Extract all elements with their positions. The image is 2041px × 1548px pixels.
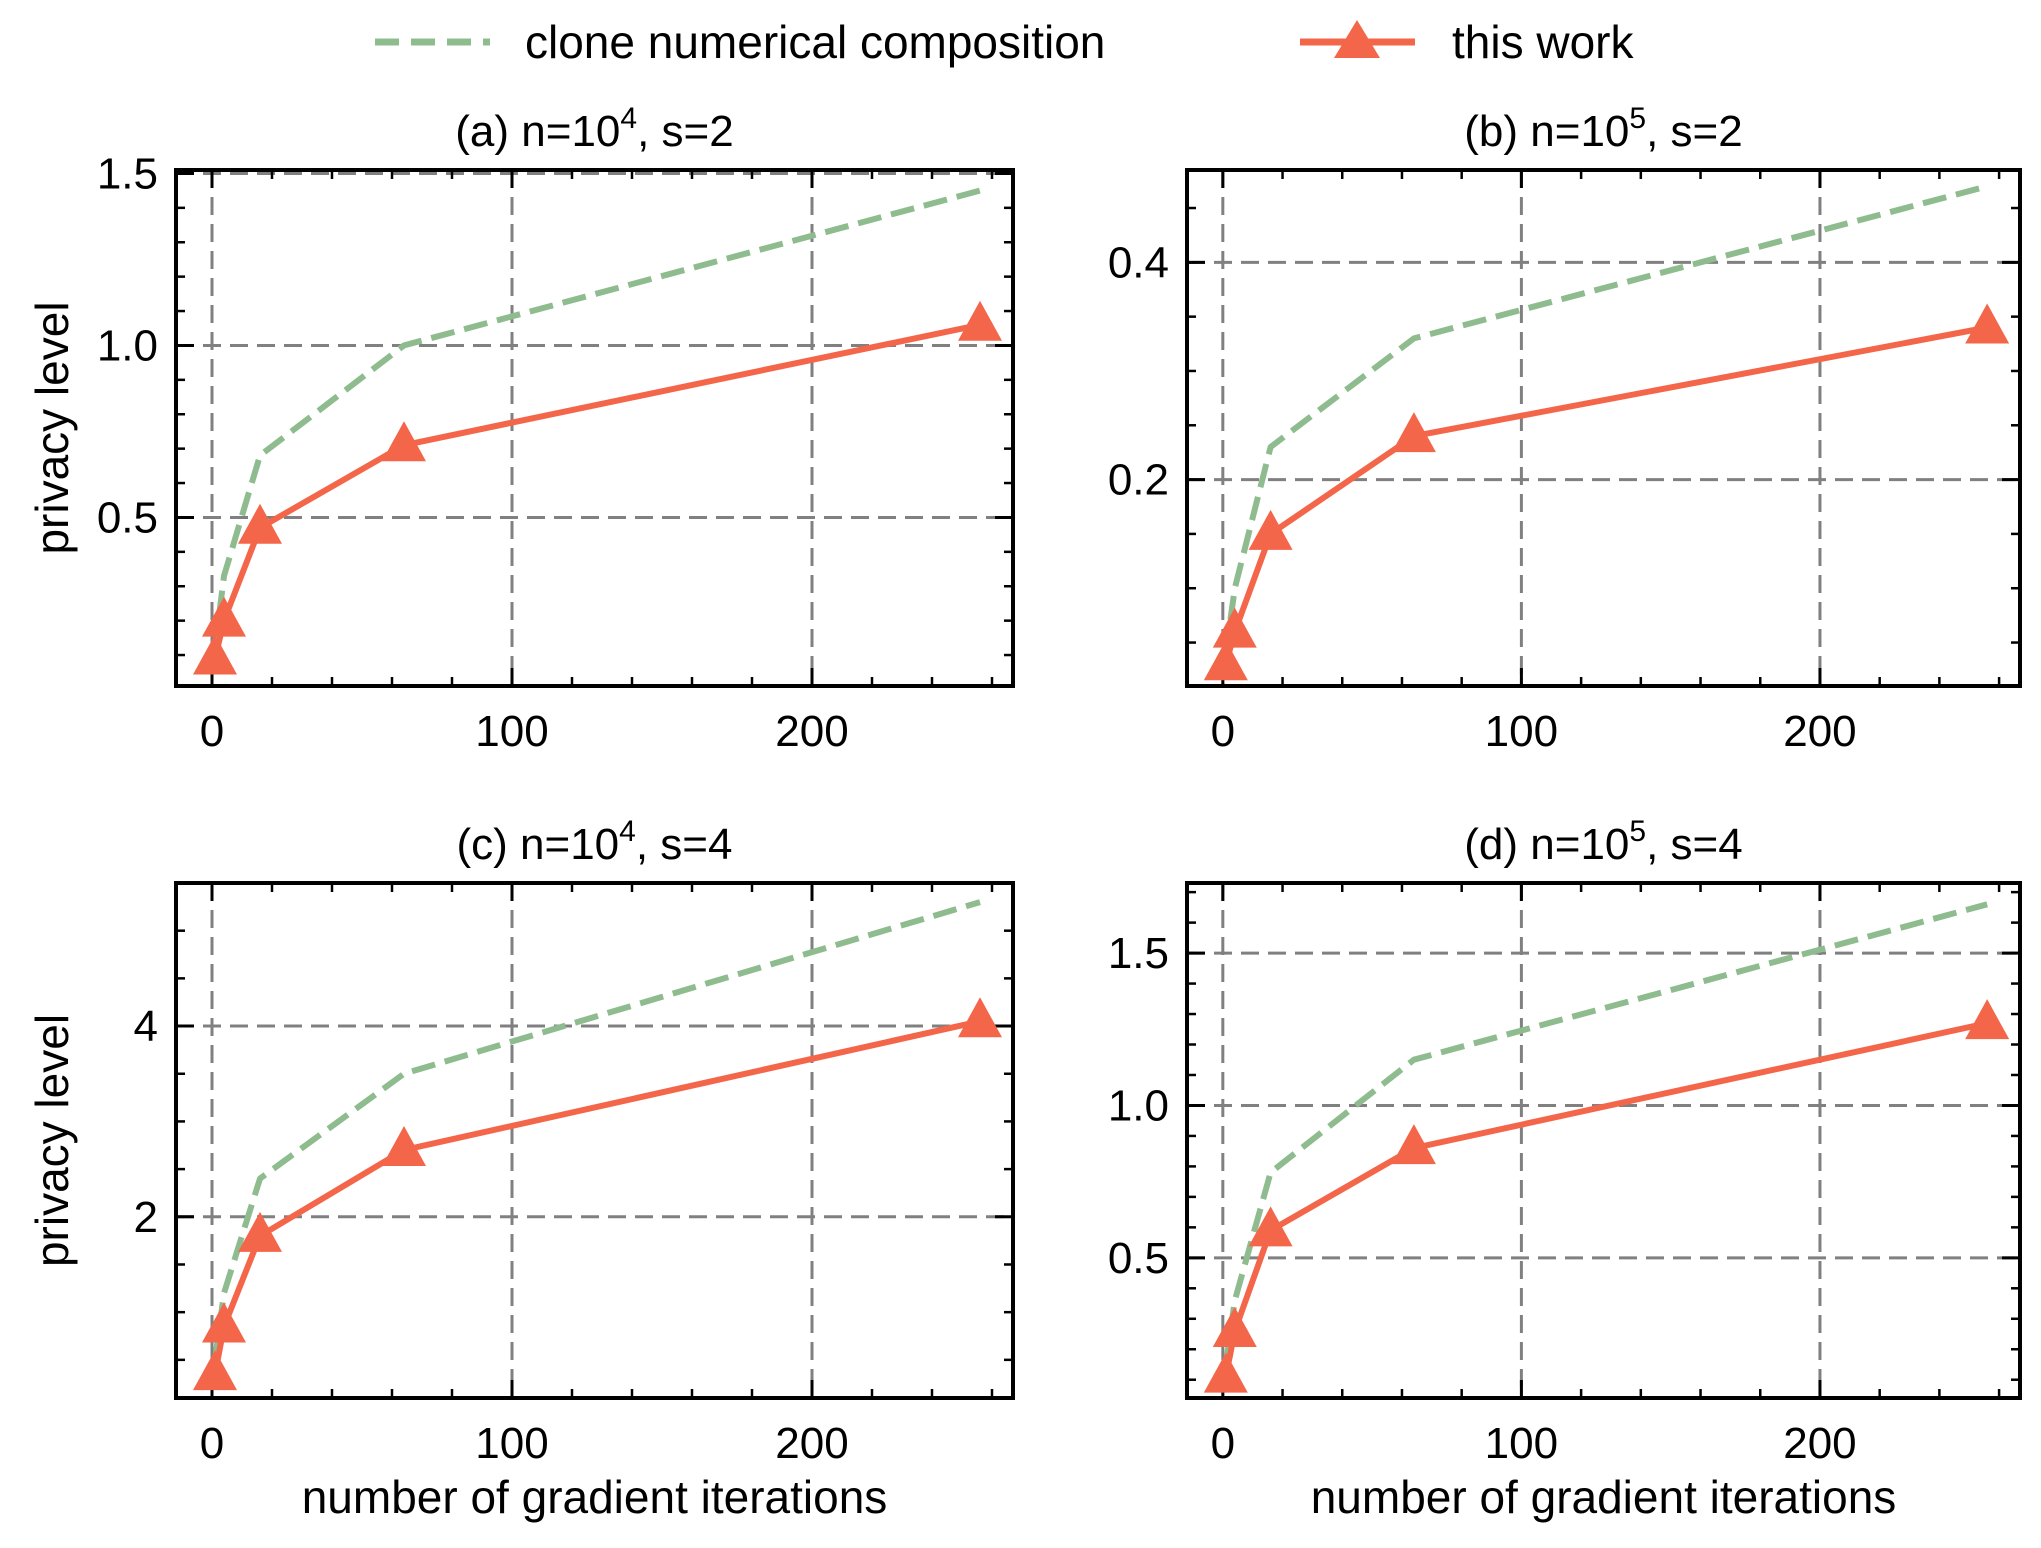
this-work-marker bbox=[1391, 412, 1436, 453]
this-work-marker bbox=[1965, 303, 2010, 344]
series-line-this-work bbox=[1222, 1020, 1988, 1378]
y-tick-label: 2 bbox=[134, 1193, 158, 1242]
series-line-clone bbox=[212, 187, 981, 649]
x-tick-label: 0 bbox=[1211, 707, 1235, 756]
this-work-marker bbox=[1203, 1352, 1248, 1393]
x-tick-label: 100 bbox=[1485, 707, 1558, 756]
this-work-marker bbox=[1965, 999, 2010, 1040]
this-work-marker bbox=[1203, 640, 1248, 681]
panel-title: (b) n=105, s=2 bbox=[1464, 102, 1742, 156]
this-work-marker bbox=[1212, 607, 1257, 648]
legend-this-work-label: this work bbox=[1452, 16, 1634, 68]
this-work-marker bbox=[1248, 509, 1293, 550]
y-axis-label: privacy level bbox=[26, 1014, 78, 1267]
x-tick-label: 100 bbox=[1485, 1419, 1558, 1468]
y-tick-label: 1.0 bbox=[1108, 1081, 1169, 1130]
panel-title: (d) n=105, s=4 bbox=[1464, 815, 1742, 869]
this-work-marker bbox=[1248, 1206, 1293, 1247]
panel-title: (a) n=104, s=2 bbox=[455, 102, 733, 156]
x-tick-label: 0 bbox=[200, 1419, 224, 1468]
plot-frame bbox=[1185, 881, 2022, 1400]
plot-frame bbox=[174, 168, 1015, 688]
y-tick-label: 1.0 bbox=[97, 321, 158, 370]
x-tick-label: 100 bbox=[475, 707, 548, 756]
this-work-marker bbox=[958, 300, 1002, 341]
this-work-marker bbox=[202, 596, 246, 637]
this-work-marker bbox=[193, 1350, 237, 1391]
series-line-clone bbox=[212, 899, 981, 1361]
y-tick-label: 0.2 bbox=[1108, 456, 1169, 505]
y-tick-label: 1.5 bbox=[97, 149, 158, 198]
this-work-marker bbox=[1391, 1124, 1436, 1165]
legend-clone-label: clone numerical composition bbox=[525, 16, 1105, 68]
x-tick-label: 200 bbox=[1783, 707, 1856, 756]
this-work-marker bbox=[382, 421, 426, 462]
y-tick-label: 0.4 bbox=[1108, 238, 1169, 287]
panel-0: 0.5 1.0 1.5 0 100 200 (a) n=104, s=2 privacy le… bbox=[26, 102, 1015, 756]
panel-1: 0.2 0.4 0 100 200 (b) n=105, s=2 bbox=[1108, 102, 2022, 756]
this-work-marker bbox=[238, 503, 282, 544]
x-tick-label: 0 bbox=[1211, 1419, 1235, 1468]
legend-this-work-marker bbox=[1334, 20, 1380, 58]
series-line-clone bbox=[1222, 901, 1988, 1365]
series-line-this-work bbox=[212, 321, 981, 660]
this-work-marker bbox=[238, 1211, 282, 1252]
y-tick-label: 0.5 bbox=[97, 493, 158, 542]
panel-3: 0.5 1.0 1.5 0 100 200 (d) n=105, s=4 number of … bbox=[1108, 815, 2022, 1523]
x-tick-label: 200 bbox=[775, 707, 848, 756]
x-tick-label: 200 bbox=[1783, 1419, 1856, 1468]
this-work-marker bbox=[202, 1302, 246, 1343]
plot-frame bbox=[1185, 168, 2022, 688]
x-axis-label: number of gradient iterations bbox=[302, 1471, 888, 1523]
series-line-this-work bbox=[1222, 324, 1988, 666]
panel-title: (c) n=104, s=4 bbox=[457, 815, 733, 869]
this-work-marker bbox=[1212, 1306, 1257, 1347]
this-work-marker bbox=[958, 997, 1002, 1038]
y-axis-label: privacy level bbox=[26, 301, 78, 554]
plot-frame bbox=[174, 881, 1015, 1400]
x-axis-label: number of gradient iterations bbox=[1311, 1471, 1897, 1523]
y-tick-label: 4 bbox=[134, 1002, 158, 1051]
x-tick-label: 200 bbox=[775, 1419, 848, 1468]
this-work-marker bbox=[382, 1126, 426, 1167]
y-tick-label: 1.5 bbox=[1108, 929, 1169, 978]
y-tick-label: 0.5 bbox=[1108, 1234, 1169, 1283]
x-tick-label: 0 bbox=[200, 707, 224, 756]
series-line-clone bbox=[1222, 183, 1988, 654]
this-work-marker bbox=[193, 634, 237, 675]
panel-2: 2 4 0 100 200 (c) n=104, s=4 number of gradien… bbox=[26, 815, 1015, 1523]
x-tick-label: 100 bbox=[475, 1419, 548, 1468]
legend: clone numerical composition this work bbox=[375, 16, 1634, 68]
series-line-this-work bbox=[212, 1018, 981, 1375]
